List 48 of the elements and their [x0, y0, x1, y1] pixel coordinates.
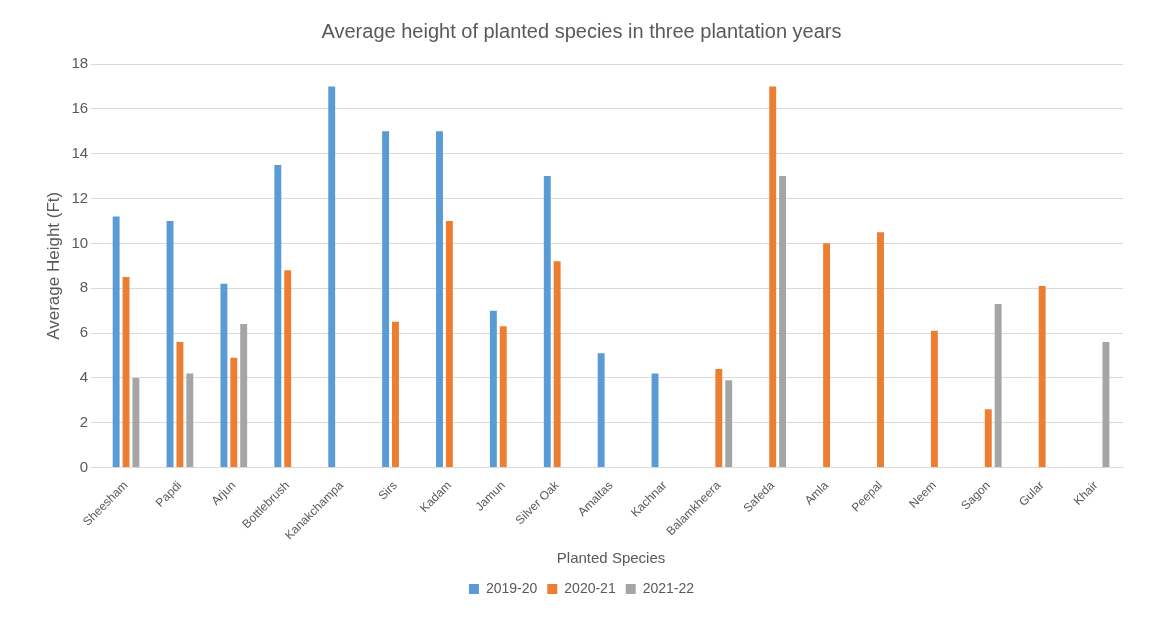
bar: [274, 164, 282, 468]
bar: [543, 176, 551, 468]
bar: [230, 357, 238, 468]
y-tick-label: 10: [71, 233, 89, 251]
y-tick-label: 0: [79, 457, 89, 475]
y-tick-label: 14: [71, 143, 89, 161]
bar: [186, 373, 194, 468]
bar: [240, 324, 248, 468]
bar: [328, 86, 336, 468]
bar: [769, 86, 777, 468]
bar: [445, 220, 453, 468]
bar: [877, 232, 884, 468]
bar: [553, 261, 561, 468]
bar: [436, 131, 443, 468]
y-tick-label: 4: [79, 368, 89, 386]
y-tick-label: 16: [71, 98, 89, 116]
bar: [220, 283, 228, 468]
bar: [930, 330, 938, 468]
y-tick-label: 2: [79, 412, 89, 430]
bar: [823, 243, 831, 468]
bar: [994, 303, 1002, 468]
y-tick-label: 18: [71, 54, 89, 72]
y-tick-label: 12: [71, 188, 89, 206]
bar: [132, 377, 140, 468]
legend-label: 2019-20: [485, 579, 538, 596]
bar: [112, 216, 120, 468]
legend-label: 2021-22: [642, 579, 695, 596]
bar: [382, 131, 390, 468]
bar: [489, 310, 497, 468]
legend-label: 2020-21: [564, 579, 616, 596]
bar: [284, 270, 292, 468]
x-axis-title: Planted Species: [556, 549, 666, 567]
y-axis-title: Average Height (Ft): [43, 191, 63, 340]
bar: [984, 409, 992, 468]
bar: [725, 380, 733, 468]
x-tick-label: Sirs: [375, 478, 400, 503]
chart-title: Average height of planted species in three plantation years: [321, 19, 842, 42]
bar: [597, 353, 605, 468]
y-tick-label: 8: [79, 278, 89, 296]
bar: [392, 321, 399, 468]
bar: [1038, 285, 1046, 468]
bar: [176, 342, 184, 468]
bar: [1102, 342, 1110, 468]
bar: [499, 326, 507, 468]
y-tick-label: 6: [79, 323, 89, 341]
bar: [651, 373, 659, 468]
bar: [715, 368, 723, 468]
bar: [779, 176, 787, 468]
